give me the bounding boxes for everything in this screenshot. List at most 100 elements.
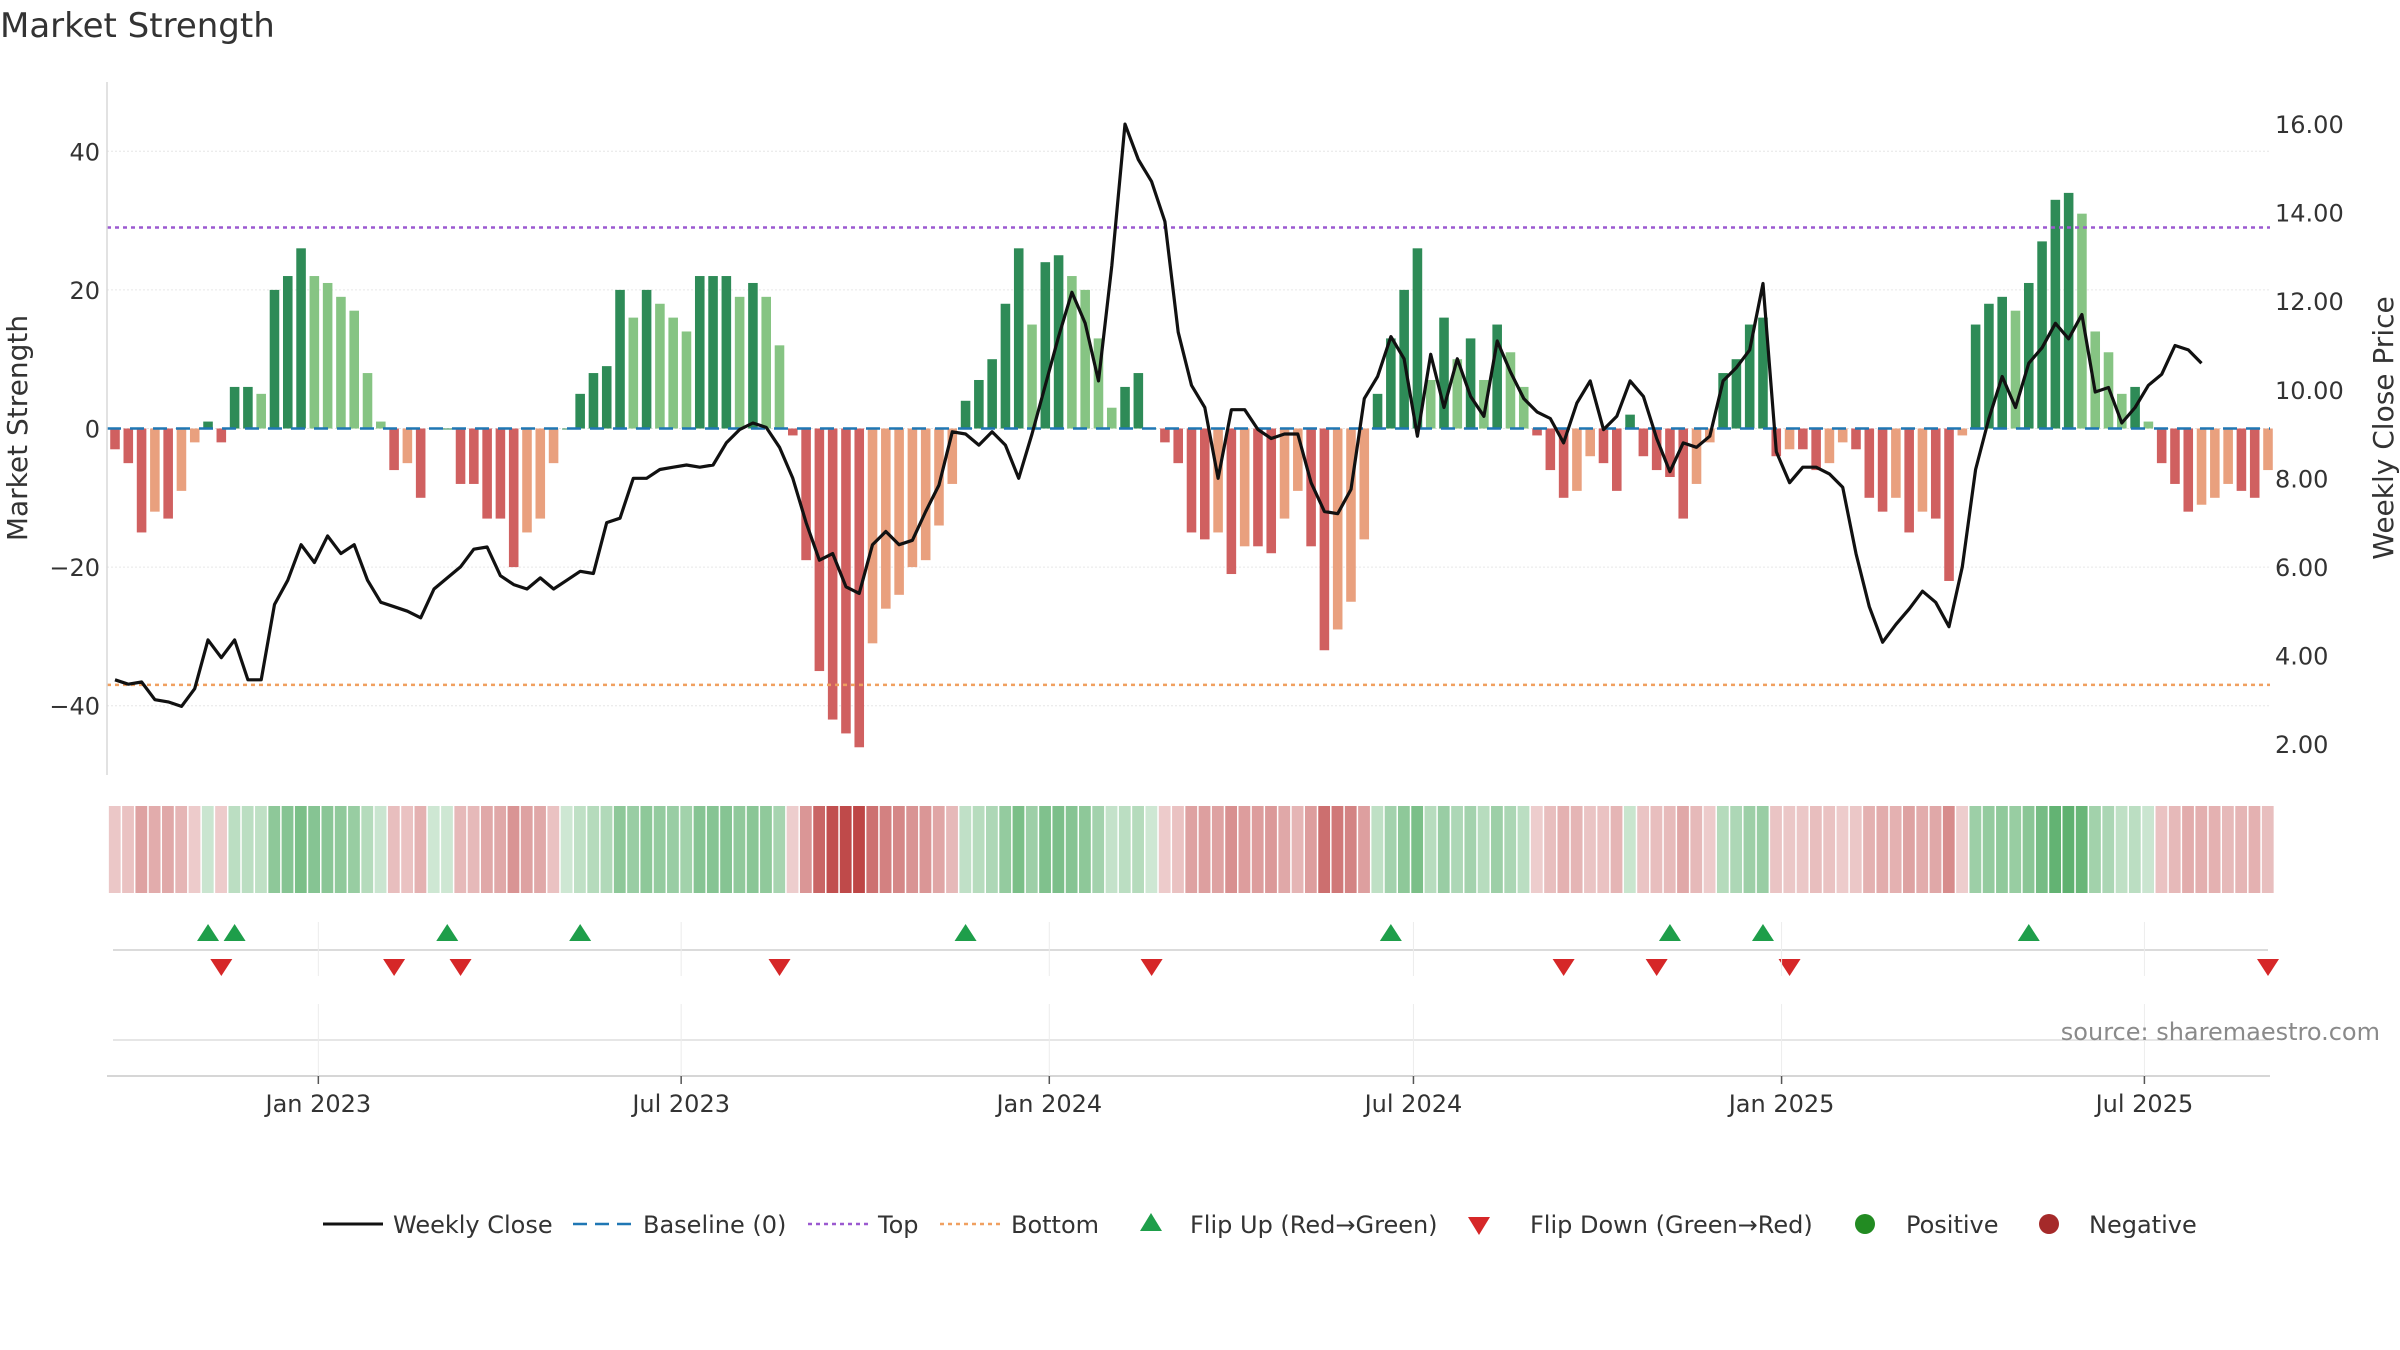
heat-cell <box>374 806 387 893</box>
heat-cell <box>268 806 281 893</box>
strength-bar <box>1080 289 1090 429</box>
heat-cell <box>906 806 919 893</box>
heat-cell <box>680 806 693 893</box>
heat-cell <box>1530 806 1543 893</box>
heat-cell <box>2168 806 2181 893</box>
strength-bar <box>2143 421 2154 429</box>
strength-bar <box>1452 359 1463 429</box>
heat-cell <box>241 806 254 893</box>
strength-bar <box>615 289 625 429</box>
strength-bar <box>2236 428 2247 491</box>
heat-cell <box>1278 806 1291 893</box>
heat-cell <box>946 806 958 893</box>
heat-cell <box>108 806 121 893</box>
heat-cell <box>2128 806 2141 893</box>
heat-cell <box>520 806 533 893</box>
heat-cell <box>720 806 732 893</box>
x-tick-label: Jul 2024 <box>1363 1090 1463 1118</box>
heat-cell <box>746 806 759 893</box>
heat-cell <box>972 806 985 893</box>
flip-down-marker <box>768 959 791 976</box>
legend-baseline-label: Baseline (0) <box>643 1211 786 1239</box>
flip-up-marker <box>954 924 977 941</box>
strength-bar <box>1558 428 1569 498</box>
strength-bar <box>1851 428 1861 450</box>
heat-cell <box>135 806 148 893</box>
strength-bar <box>2183 428 2194 512</box>
heat-cell <box>1809 806 1822 893</box>
y-tick-label: −40 <box>49 693 100 721</box>
heat-cell <box>308 806 320 893</box>
strength-bar <box>1997 296 2007 429</box>
flip-up-marker <box>2017 924 2040 941</box>
heat-cell <box>1929 806 1942 893</box>
x-tick-label: Jan 2023 <box>263 1090 371 1118</box>
strength-bar <box>482 428 492 519</box>
strength-bar <box>110 428 120 450</box>
strength-bar <box>1744 324 1755 429</box>
strength-bar <box>774 345 785 429</box>
strength-bar <box>1731 359 1742 429</box>
strength-bar <box>508 428 519 568</box>
strength-bar <box>748 282 758 429</box>
flip-down-marker <box>1645 959 1668 976</box>
heat-cell <box>1756 806 1769 893</box>
strength-bar <box>947 428 958 484</box>
legend-weekly-close-label: Weekly Close <box>393 1211 553 1239</box>
strength-bar <box>827 428 838 720</box>
strength-bar <box>1572 428 1582 491</box>
strength-bar <box>256 393 266 429</box>
strength-bar <box>282 276 293 429</box>
heat-cell <box>892 806 905 893</box>
strength-bars <box>110 192 2273 748</box>
legend-bottom: Bottom <box>940 1211 1099 1239</box>
heat-cell <box>733 806 746 893</box>
strength-bar <box>415 428 426 498</box>
y-tick-label: 40 <box>69 138 100 166</box>
strength-bar <box>1811 428 1821 471</box>
heat-cell <box>2261 806 2274 893</box>
y2-tick-label: 16.00 <box>2275 111 2344 139</box>
strength-bar <box>1625 414 1635 429</box>
strength-bar <box>362 373 373 429</box>
strength-bar <box>243 386 253 429</box>
strength-bar <box>2210 428 2220 498</box>
heat-cell <box>760 806 772 893</box>
heat-cell <box>773 806 786 893</box>
heat-cell <box>1504 806 1517 893</box>
strength-bar <box>1970 324 1981 429</box>
y-tick-label: 20 <box>69 277 100 305</box>
heat-cell <box>574 806 586 893</box>
heat-cell <box>1025 806 1038 893</box>
heat-cell <box>1956 806 1968 893</box>
flip-down-marker <box>383 959 406 976</box>
heat-cell <box>1637 806 1650 893</box>
strength-bar <box>987 359 997 429</box>
heat-cell <box>653 806 666 893</box>
heat-cell <box>839 806 852 893</box>
strength-bar <box>442 428 453 430</box>
legend-flip-up-label: Flip Up (Red→Green) <box>1190 1211 1438 1239</box>
heat-cell <box>1251 806 1264 893</box>
heat-cell <box>494 806 507 893</box>
strength-bar <box>734 296 745 429</box>
strength-bar <box>1718 373 1728 429</box>
strength-bar <box>1359 428 1370 540</box>
heat-cell <box>2075 806 2088 893</box>
strength-bar <box>841 428 851 734</box>
strength-bar <box>1957 428 1968 436</box>
heat-cell <box>281 806 294 893</box>
heat-cell <box>1358 806 1370 893</box>
heat-cell <box>547 806 560 893</box>
strength-bar <box>2117 393 2127 429</box>
heat-cell <box>1996 806 2008 893</box>
strength-bar <box>1638 428 1649 457</box>
strength-bar <box>1425 379 1436 429</box>
heat-cell <box>467 806 480 893</box>
chart-title: Market Strength <box>0 6 275 46</box>
strength-bar <box>1864 428 1875 498</box>
heat-cell <box>627 806 639 893</box>
heat-cell <box>1969 806 1982 893</box>
y-axis-label: Market Strength <box>1 315 34 541</box>
strength-bar <box>1585 428 1595 457</box>
